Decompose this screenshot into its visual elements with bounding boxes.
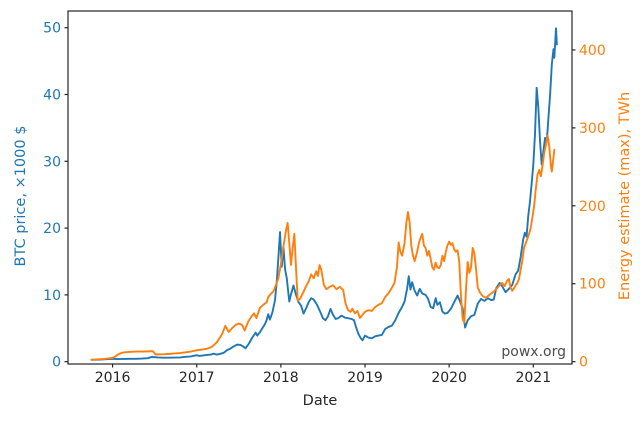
- y-left-tick-label: 20: [43, 221, 61, 237]
- series-line-btc: [90, 27, 558, 361]
- x-axis-label: Date: [302, 393, 338, 409]
- series-line-energy: [90, 134, 556, 361]
- y-left-tick-label: 40: [43, 87, 61, 103]
- y-right-tick-label: 0: [579, 355, 588, 371]
- y-right-tick-label: 300: [579, 121, 606, 137]
- x-tick-label: 2018: [263, 370, 299, 386]
- x-tick-label: 2020: [431, 370, 467, 386]
- y-right-tick-label: 200: [579, 199, 606, 215]
- x-tick-label: 2021: [515, 370, 551, 386]
- x-tick-label: 2019: [347, 370, 383, 386]
- y-axis-label-left: BTC price, ×1000 $: [13, 125, 29, 267]
- axes-spines: [67, 10, 573, 365]
- watermark-text: powx.org: [501, 344, 566, 360]
- y-left-tick-label: 50: [43, 21, 61, 37]
- y-right-tick-label: 100: [579, 277, 606, 293]
- y-left-tick-label: 0: [52, 355, 61, 371]
- y-axis-label-right: Energy estimate (max), TWh: [617, 91, 633, 301]
- y-left-tick-label: 30: [43, 154, 61, 170]
- x-tick-label: 2016: [95, 370, 131, 386]
- y-right-tick-label: 400: [579, 43, 606, 59]
- x-tick-label: 2017: [179, 370, 215, 386]
- y-left-tick-label: 10: [43, 288, 61, 304]
